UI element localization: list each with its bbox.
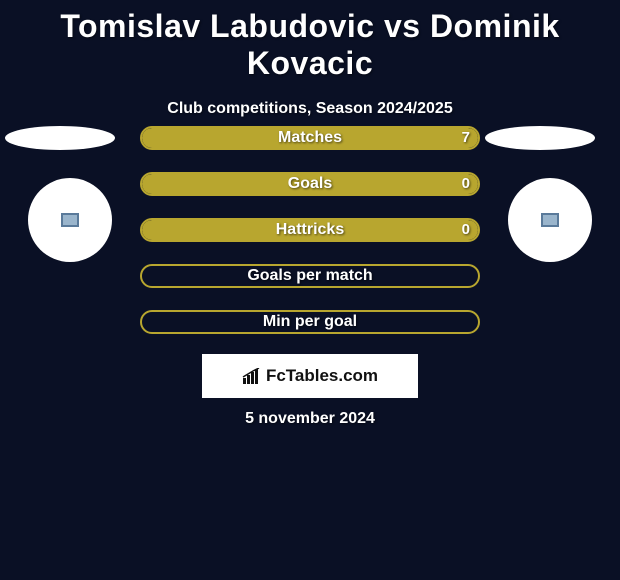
player-photo-right xyxy=(485,126,595,150)
team-badge-right xyxy=(508,178,592,262)
subtitle: Club competitions, Season 2024/2025 xyxy=(0,100,620,118)
stat-row: Matches7 xyxy=(140,126,480,150)
stat-row: Goals0 xyxy=(140,172,480,196)
team-badge-left xyxy=(28,178,112,262)
stat-row: Goals per match xyxy=(140,264,480,288)
stat-value-right: 0 xyxy=(462,220,470,240)
stat-label: Min per goal xyxy=(142,312,478,332)
chart-icon xyxy=(242,368,262,384)
date-label: 5 november 2024 xyxy=(0,410,620,428)
shield-icon xyxy=(61,213,79,227)
stat-row: Min per goal xyxy=(140,310,480,334)
stat-label: Goals per match xyxy=(142,266,478,286)
player-photo-left xyxy=(5,126,115,150)
stat-row: Hattricks0 xyxy=(140,218,480,242)
stat-label: Matches xyxy=(142,128,478,148)
stats-container: Matches7Goals0Hattricks0Goals per matchM… xyxy=(140,126,480,356)
page-title: Tomislav Labudovic vs Dominik Kovacic xyxy=(0,0,620,82)
shield-icon xyxy=(541,213,559,227)
brand-label: FcTables.com xyxy=(242,366,378,386)
brand-box: FcTables.com xyxy=(202,354,418,398)
brand-text: FcTables.com xyxy=(266,366,378,386)
stat-value-right: 0 xyxy=(462,174,470,194)
stat-label: Hattricks xyxy=(142,220,478,240)
stat-label: Goals xyxy=(142,174,478,194)
stat-value-right: 7 xyxy=(462,128,470,148)
